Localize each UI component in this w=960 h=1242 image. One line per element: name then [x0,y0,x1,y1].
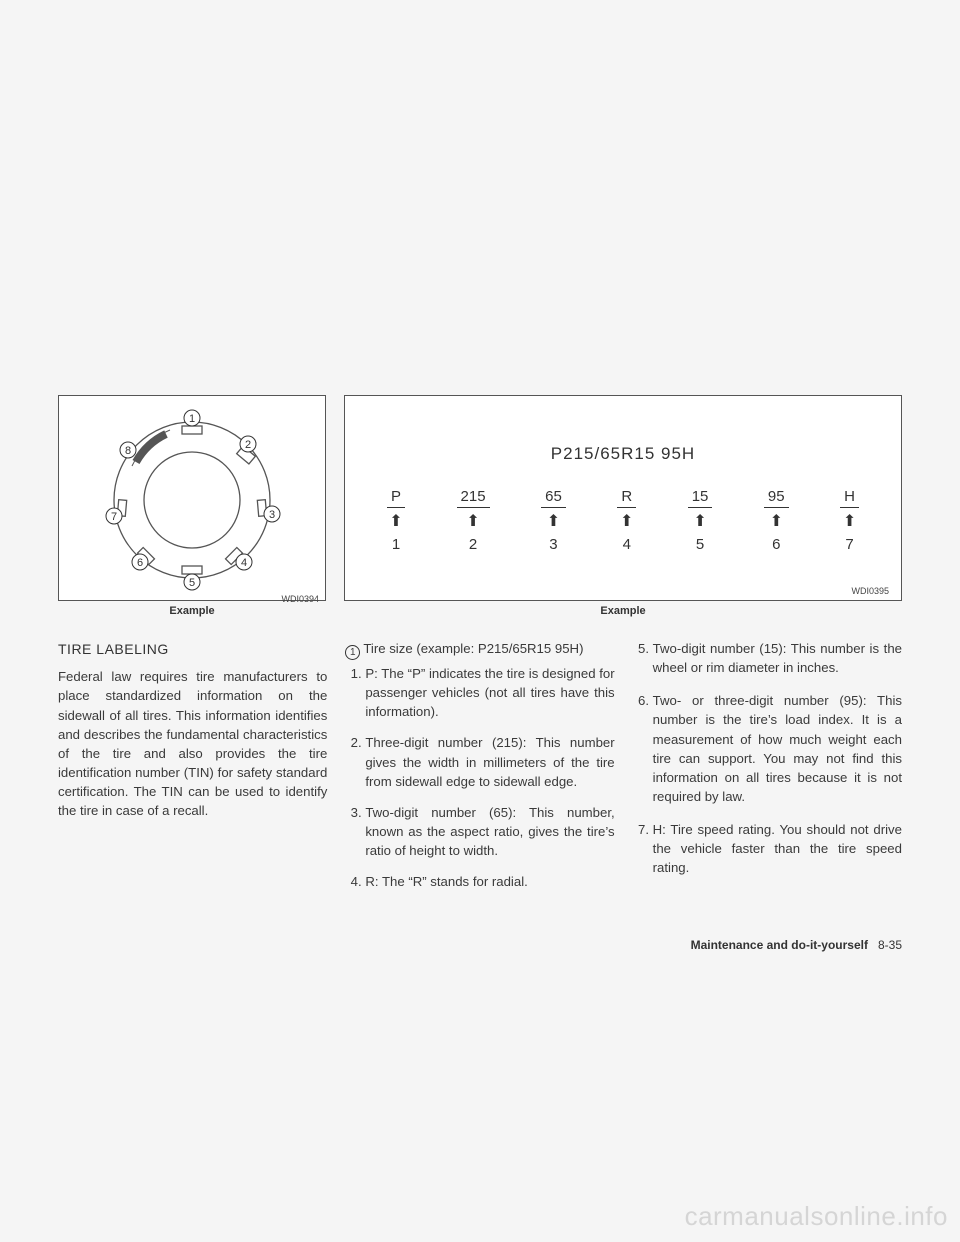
up-arrow-icon: ⬆ [466,514,479,530]
tire-size-box: P215/65R15 95H P ⬆ 1 215 ⬆ 2 65 ⬆ [344,395,902,601]
column-1: TIRE LABELING Federal law requires tire … [58,639,327,903]
tire-size-val: H [840,488,859,508]
figures-row: 1 2 3 4 5 6 7 8 [58,395,902,617]
tire-size-col-2: 215 ⬆ 2 [457,488,490,553]
tire-size-col-5: 15 ⬆ 5 [688,488,713,553]
tire-size-grid: P ⬆ 1 215 ⬆ 2 65 ⬆ 3 R [373,488,873,553]
col2-list: P: The “P” indicates the tire is designe… [345,664,614,891]
tire-size-col-7: H ⬆ 7 [840,488,859,553]
tire-size-num: 2 [469,536,477,553]
figure-right-caption: Example [344,605,902,617]
list-item: H: Tire speed rating. You should not dri… [653,820,902,877]
tire-size-num: 7 [845,536,853,553]
figure-right-code: WDI0395 [851,584,895,598]
tire-size-col-1: P ⬆ 1 [387,488,405,553]
column-3: Two-digit number (15): This number is th… [633,639,902,903]
figure-tire-size: P215/65R15 95H P ⬆ 1 215 ⬆ 2 65 ⬆ [344,395,902,617]
figure-left-caption: Example [58,605,326,617]
tire-size-num: 3 [549,536,557,553]
list-item: Three-digit number (215): This number gi… [365,733,614,790]
tire-label-6: 6 [137,557,143,569]
col2-lead-text: Tire size (example: P215/65R15 95H) [363,641,583,656]
list-item: Two-digit number (15): This number is th… [653,639,902,677]
tire-sidewall-svg: 1 2 3 4 5 6 7 8 [66,404,318,592]
footer-page: 8-35 [878,938,902,952]
tire-size-col-4: R ⬆ 4 [617,488,636,553]
list-item: P: The “P” indicates the tire is designe… [365,664,614,721]
tire-size-col-6: 95 ⬆ 6 [764,488,789,553]
tire-size-header: P215/65R15 95H [373,444,873,464]
tire-diagram-box: 1 2 3 4 5 6 7 8 [58,395,326,601]
tire-label-5: 5 [189,577,195,589]
tire-label-7: 7 [111,511,117,523]
watermark: carmanualsonline.info [685,1201,948,1232]
tire-labeling-heading: TIRE LABELING [58,639,327,659]
tire-labeling-body: Federal law requires tire manufacturers … [58,667,327,820]
col3-list: Two-digit number (15): This number is th… [633,639,902,878]
list-item: Two-digit number (65): This number, know… [365,803,614,860]
tire-label-1: 1 [189,413,195,425]
tire-size-val: R [617,488,636,508]
up-arrow-icon: ⬆ [620,514,633,530]
up-arrow-icon: ⬆ [389,514,402,530]
footer-section: Maintenance and do-it-yourself [691,938,868,952]
tire-size-num: 6 [772,536,780,553]
tire-size-val: P [387,488,405,508]
tire-size-num: 1 [392,536,400,553]
tire-label-2: 2 [245,439,251,451]
body-columns: TIRE LABELING Federal law requires tire … [58,639,902,903]
tire-label-8: 8 [125,445,131,457]
tire-size-num: 4 [623,536,631,553]
tire-size-val: 15 [688,488,713,508]
circled-1-icon: 1 [345,645,360,660]
tire-size-val: 65 [541,488,566,508]
tire-label-4: 4 [241,557,247,569]
figure-left-code: WDI0394 [59,592,325,606]
page-footer: Maintenance and do-it-yourself 8-35 [691,938,902,952]
tire-size-val: 215 [457,488,490,508]
up-arrow-icon: ⬆ [843,514,856,530]
figure-tire-diagram: 1 2 3 4 5 6 7 8 [58,395,326,617]
list-item: R: The “R” stands for radial. [365,872,614,891]
column-2: 1Tire size (example: P215/65R15 95H) P: … [345,639,614,903]
list-item: Two- or three-digit number (95): This nu… [653,691,902,806]
page-content: 1 2 3 4 5 6 7 8 [58,395,902,903]
up-arrow-icon: ⬆ [770,514,783,530]
col2-lead: 1Tire size (example: P215/65R15 95H) [345,639,614,660]
tire-label-3: 3 [269,509,275,521]
tire-size-val: 95 [764,488,789,508]
up-arrow-icon: ⬆ [547,514,560,530]
tire-size-col-3: 65 ⬆ 3 [541,488,566,553]
up-arrow-icon: ⬆ [693,514,706,530]
tire-size-num: 5 [696,536,704,553]
